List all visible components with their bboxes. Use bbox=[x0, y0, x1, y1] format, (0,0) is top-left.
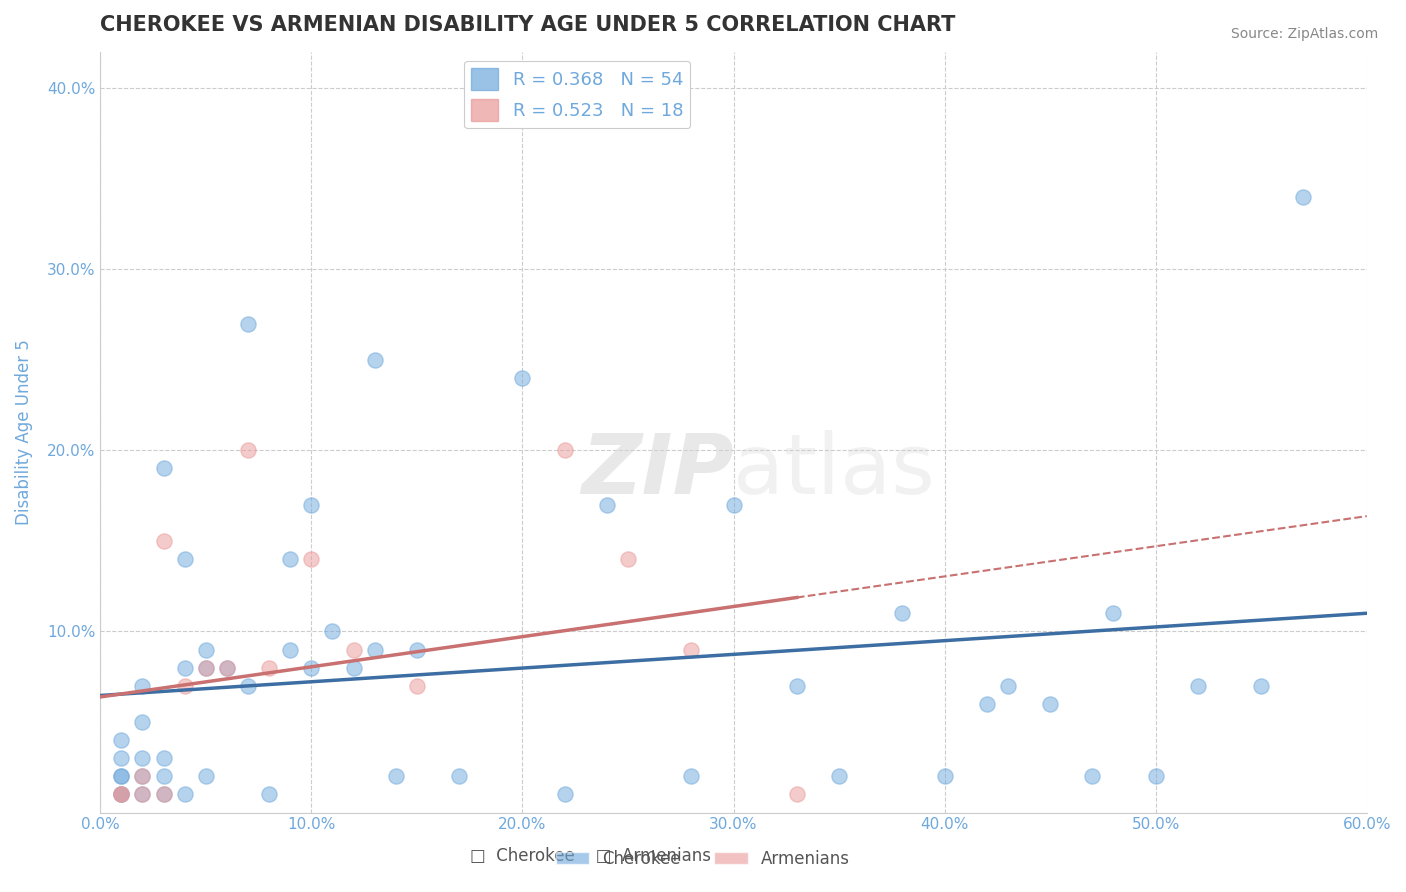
Point bbox=[596, 498, 619, 512]
Text: ZIP: ZIP bbox=[581, 430, 734, 511]
Point bbox=[215, 660, 238, 674]
Point bbox=[152, 769, 174, 783]
Point bbox=[110, 788, 132, 802]
Point bbox=[110, 751, 132, 765]
Point bbox=[194, 642, 217, 657]
Y-axis label: Disability Age Under 5: Disability Age Under 5 bbox=[15, 339, 32, 525]
Point bbox=[194, 769, 217, 783]
Point bbox=[1187, 679, 1209, 693]
Point bbox=[131, 679, 153, 693]
Point bbox=[194, 660, 217, 674]
Point bbox=[152, 788, 174, 802]
Legend: Cherokee, Armenians: Cherokee, Armenians bbox=[550, 844, 856, 875]
Point bbox=[131, 751, 153, 765]
Point bbox=[110, 788, 132, 802]
Point bbox=[1292, 190, 1315, 204]
Point bbox=[299, 552, 322, 566]
Point bbox=[215, 660, 238, 674]
Point bbox=[934, 769, 956, 783]
Point bbox=[257, 660, 280, 674]
Point bbox=[152, 751, 174, 765]
Text: □  Cherokee    □  Armenians: □ Cherokee □ Armenians bbox=[470, 847, 711, 865]
Point bbox=[152, 533, 174, 548]
Point bbox=[131, 788, 153, 802]
Point bbox=[554, 443, 576, 458]
Point bbox=[512, 371, 534, 385]
Point bbox=[194, 660, 217, 674]
Point bbox=[976, 697, 998, 711]
Point bbox=[723, 498, 745, 512]
Point bbox=[681, 769, 703, 783]
Point bbox=[997, 679, 1019, 693]
Point bbox=[384, 769, 406, 783]
Point bbox=[786, 788, 808, 802]
Point bbox=[152, 788, 174, 802]
Point bbox=[131, 788, 153, 802]
Point bbox=[173, 552, 195, 566]
Point bbox=[405, 679, 427, 693]
Point bbox=[891, 607, 914, 621]
Point bbox=[257, 788, 280, 802]
Point bbox=[1081, 769, 1104, 783]
Point bbox=[828, 769, 851, 783]
Point bbox=[405, 642, 427, 657]
Point bbox=[554, 788, 576, 802]
Text: Source: ZipAtlas.com: Source: ZipAtlas.com bbox=[1230, 27, 1378, 41]
Point bbox=[110, 769, 132, 783]
Point bbox=[110, 788, 132, 802]
Point bbox=[299, 660, 322, 674]
Point bbox=[131, 769, 153, 783]
Legend: R = 0.368   N = 54, R = 0.523   N = 18: R = 0.368 N = 54, R = 0.523 N = 18 bbox=[464, 61, 690, 128]
Point bbox=[110, 733, 132, 747]
Point bbox=[236, 679, 259, 693]
Point bbox=[173, 660, 195, 674]
Point bbox=[1250, 679, 1272, 693]
Point bbox=[173, 679, 195, 693]
Point bbox=[299, 498, 322, 512]
Point bbox=[131, 769, 153, 783]
Point bbox=[617, 552, 640, 566]
Point bbox=[173, 788, 195, 802]
Point bbox=[278, 642, 301, 657]
Point bbox=[681, 642, 703, 657]
Point bbox=[342, 660, 364, 674]
Point bbox=[363, 352, 385, 367]
Point bbox=[1102, 607, 1125, 621]
Point bbox=[1039, 697, 1062, 711]
Point bbox=[236, 317, 259, 331]
Point bbox=[321, 624, 343, 639]
Point bbox=[1144, 769, 1167, 783]
Point bbox=[278, 552, 301, 566]
Point bbox=[363, 642, 385, 657]
Text: CHEROKEE VS ARMENIAN DISABILITY AGE UNDER 5 CORRELATION CHART: CHEROKEE VS ARMENIAN DISABILITY AGE UNDE… bbox=[100, 15, 956, 35]
Point bbox=[110, 769, 132, 783]
Point bbox=[152, 461, 174, 475]
Text: atlas: atlas bbox=[734, 430, 935, 511]
Point bbox=[110, 788, 132, 802]
Point bbox=[342, 642, 364, 657]
Point bbox=[449, 769, 471, 783]
Point bbox=[131, 714, 153, 729]
Point bbox=[236, 443, 259, 458]
Point bbox=[786, 679, 808, 693]
